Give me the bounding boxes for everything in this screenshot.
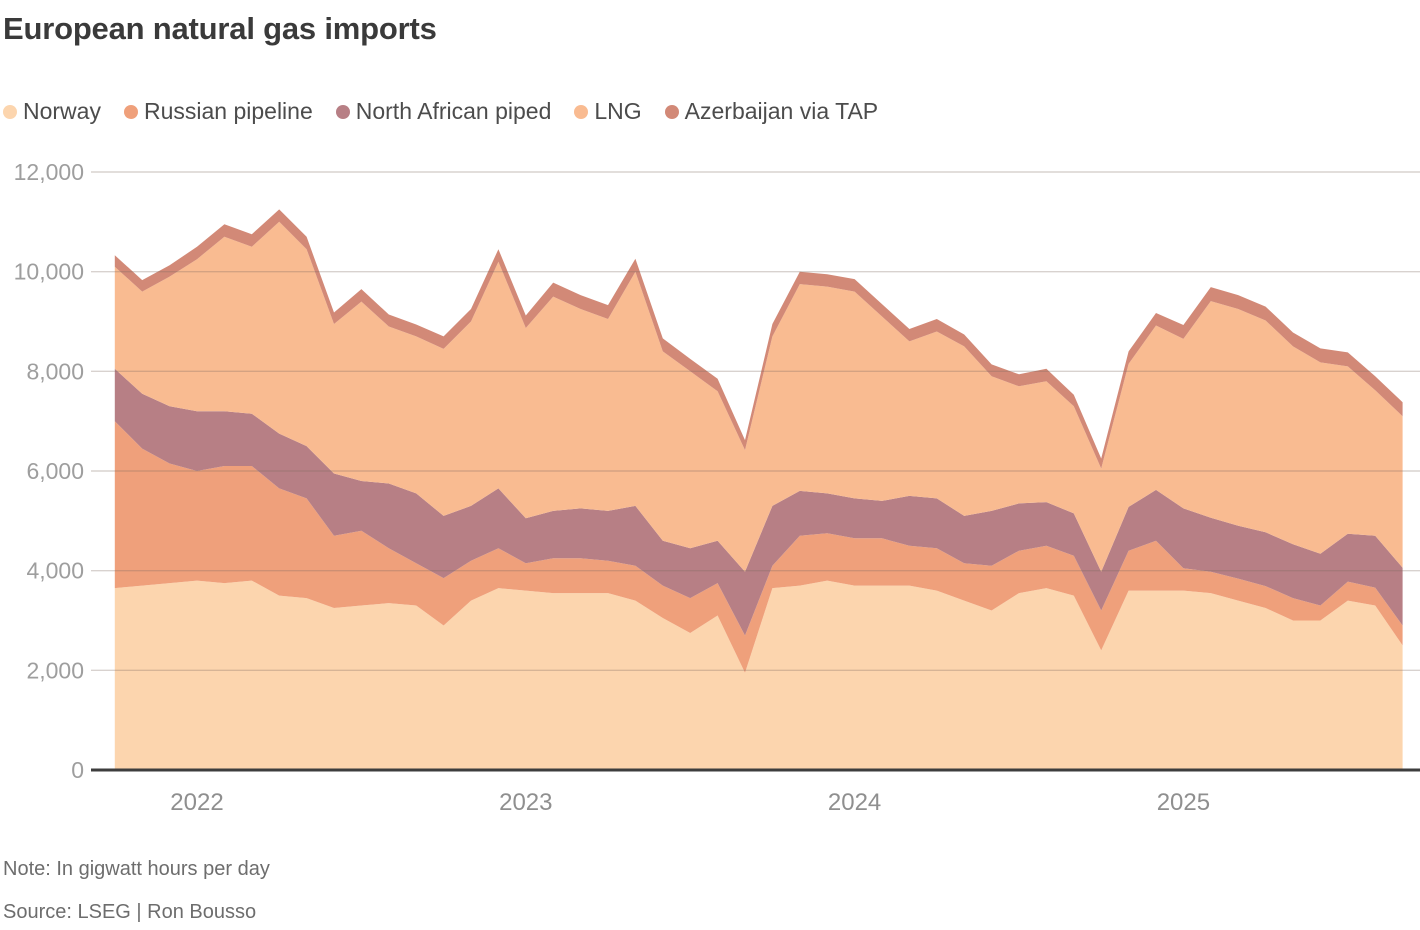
x-axis-label-2023: 2023 [499, 789, 552, 816]
y-axis-label: 8,000 [26, 358, 84, 384]
legend-label-norway: Norway [23, 98, 101, 124]
legend-dot-norway [3, 104, 17, 119]
legend-item-azerbaijan-via-tap: Azerbaijan via TAP [664, 98, 879, 125]
legend-label-azerbaijan-via-tap: Azerbaijan via TAP [684, 98, 879, 124]
legend-label-north-african-piped: North African piped [355, 98, 552, 124]
y-axis-label: 6,000 [26, 458, 84, 484]
page-title: European natural gas imports [3, 11, 437, 46]
area-russian-pipeline [114, 421, 1403, 673]
x-axis-label-2024: 2024 [828, 789, 881, 816]
legend-label-lng: LNG [594, 98, 642, 124]
area-north-african-piped [114, 368, 1403, 636]
y-axis-label: 12,000 [14, 159, 84, 185]
y-axis-label: 0 [71, 757, 84, 783]
area-azerbaijan-via-tap [114, 209, 1403, 469]
legend-dot-azerbaijan-via-tap [664, 104, 679, 119]
chart-source: Source: LSEG | Ron Bousso [3, 901, 257, 923]
legend-dot-north-african-piped [335, 104, 350, 119]
legend-item-norway: Norway [3, 98, 101, 125]
area-norway [114, 580, 1403, 770]
y-axis-label: 4,000 [26, 558, 84, 584]
area-lng [114, 221, 1403, 572]
legend-item-lng: LNG [574, 98, 642, 125]
legend-label-russian-pipeline: Russian pipeline [143, 98, 313, 124]
legend-item-russian-pipeline: Russian pipeline [123, 98, 313, 125]
y-axis-label: 10,000 [14, 259, 84, 285]
legend-dot-lng [574, 104, 589, 119]
chart-note: Note: In gigwatt hours per day [3, 858, 270, 880]
legend: Norway Russian pipeline North African pi… [3, 98, 878, 125]
x-axis-label-2022: 2022 [170, 789, 223, 816]
x-axis-label-2025: 2025 [1157, 789, 1210, 816]
legend-dot-russian-pipeline [123, 104, 138, 119]
y-axis-label: 2,000 [26, 657, 84, 683]
legend-item-north-african-piped: North African piped [335, 98, 552, 125]
